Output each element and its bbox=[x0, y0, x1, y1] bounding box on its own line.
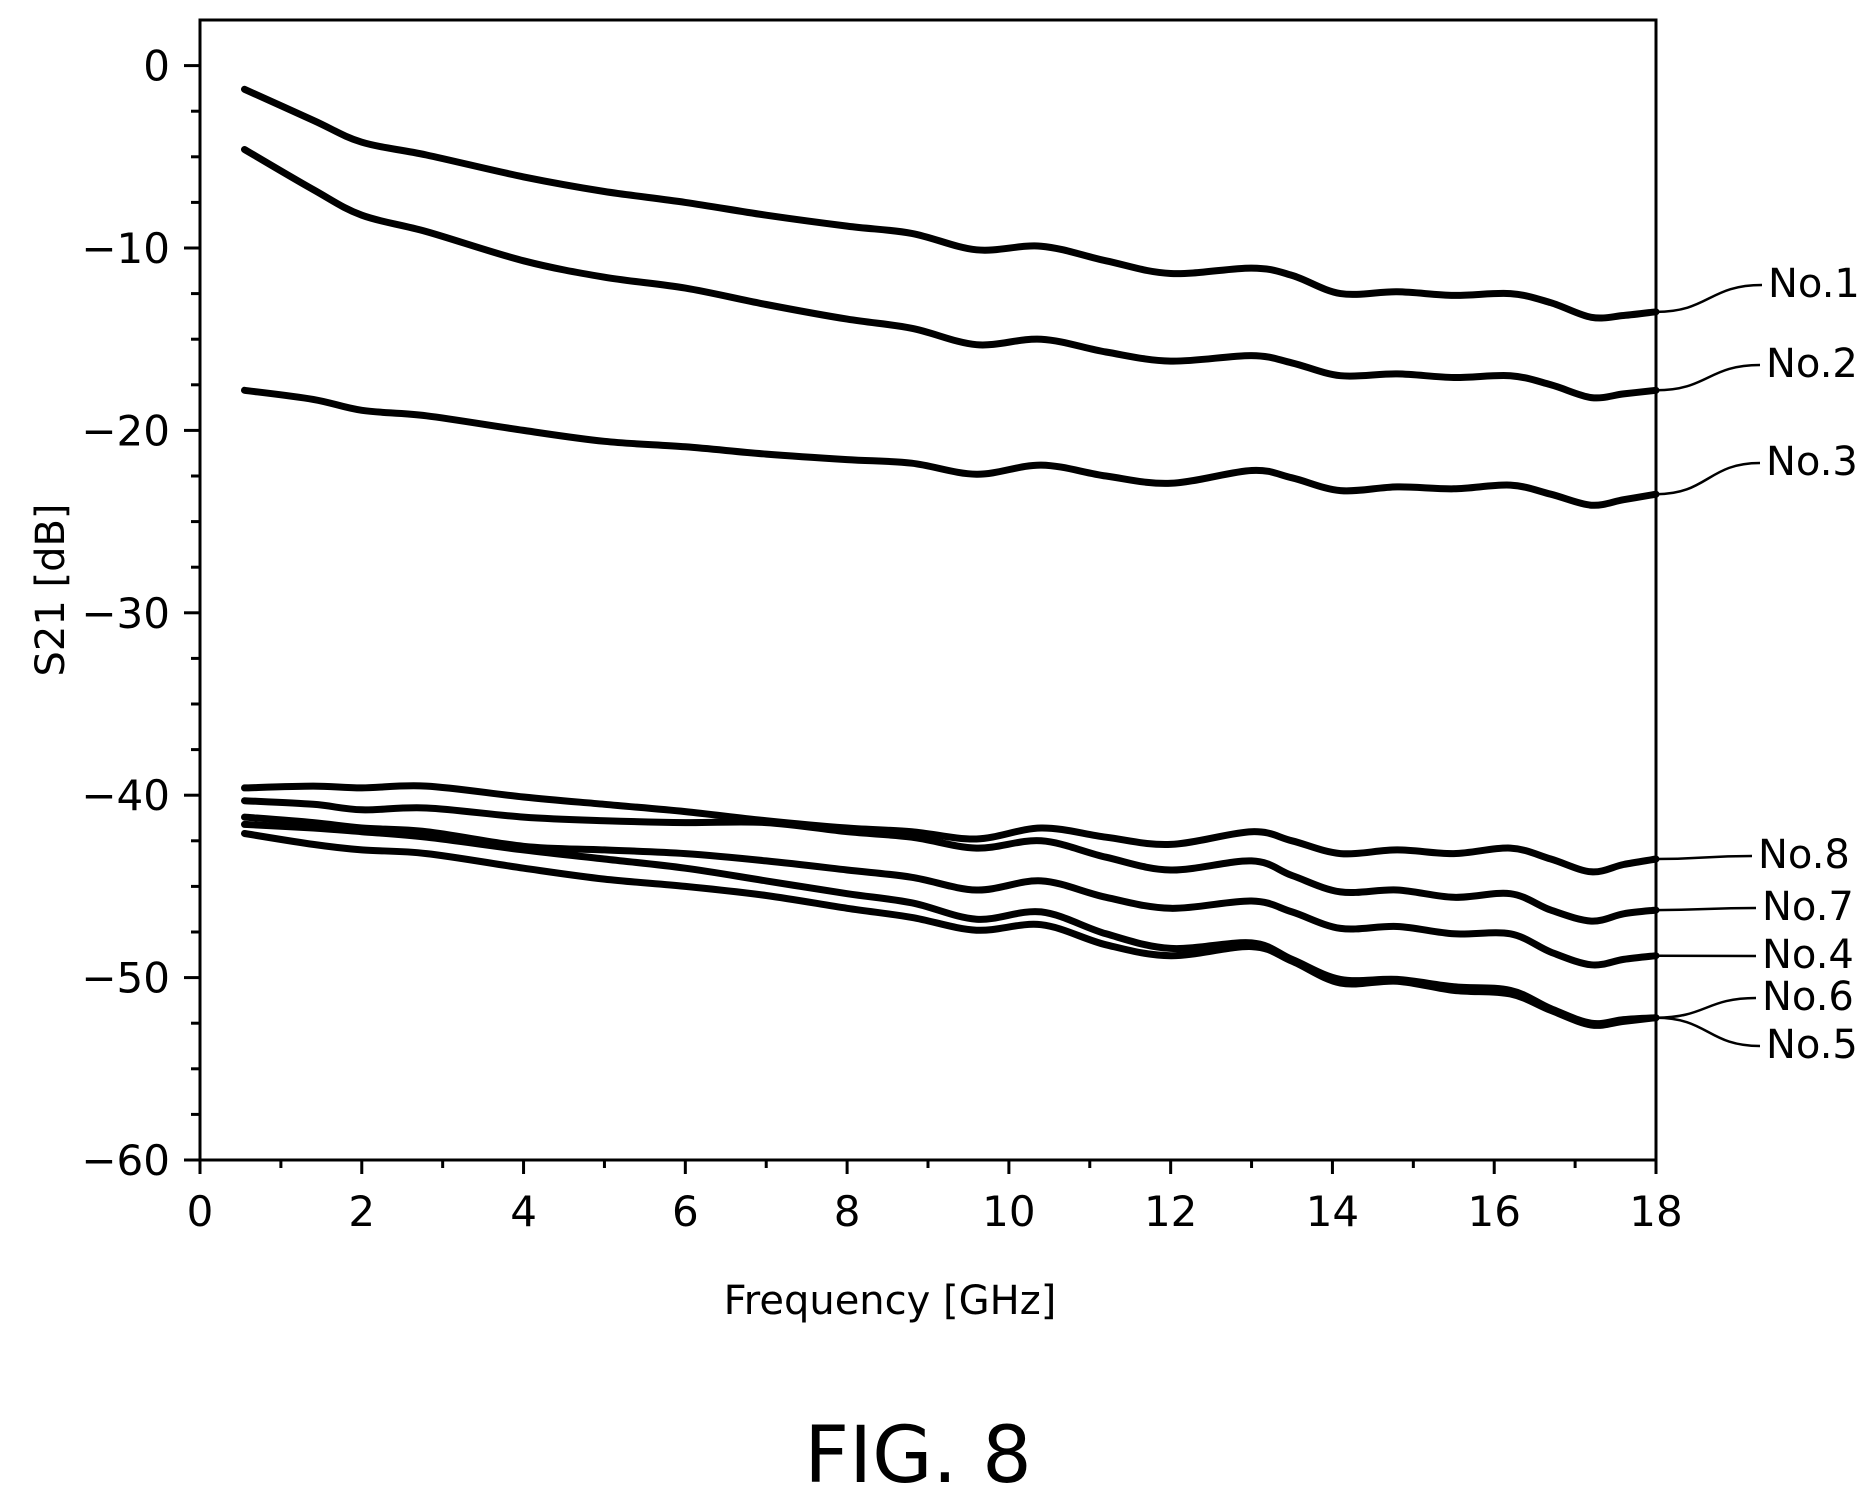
series-labels: No.1 No.2 No.3 No.8 No.7No.4No.6No.5 bbox=[1655, 261, 1860, 1068]
leader-line bbox=[1655, 363, 1761, 392]
y-tick-label: −50 bbox=[81, 954, 170, 1003]
y-tick-label: 0 bbox=[143, 42, 170, 91]
series-line-no6 bbox=[241, 820, 1660, 1028]
series-line-no1 bbox=[241, 85, 1660, 322]
series-label: No.1 bbox=[1768, 261, 1860, 307]
series-line-no2 bbox=[241, 146, 1660, 402]
x-tick-label: 16 bbox=[1467, 1187, 1520, 1236]
x-tick-label: 18 bbox=[1629, 1187, 1682, 1236]
leader-line bbox=[1655, 854, 1753, 861]
leader-line bbox=[1655, 461, 1761, 496]
series-label: No.5 bbox=[1766, 1022, 1858, 1068]
x-tick-label: 2 bbox=[348, 1187, 375, 1236]
x-tick-label: 4 bbox=[510, 1187, 537, 1236]
x-tick-label: 6 bbox=[672, 1187, 699, 1236]
x-tick-label: 8 bbox=[834, 1187, 861, 1236]
series-line-no3 bbox=[241, 386, 1660, 509]
series-line-no5 bbox=[241, 830, 1660, 1029]
x-tick-label: 14 bbox=[1306, 1187, 1359, 1236]
series-lines bbox=[241, 85, 1660, 1029]
series-label: No.8 bbox=[1758, 832, 1850, 878]
y-tick-label: −10 bbox=[81, 224, 170, 273]
leader-line bbox=[1655, 283, 1763, 314]
series-label: No.4 bbox=[1762, 932, 1854, 978]
y-axis-label: S21 [dB] bbox=[28, 503, 74, 676]
figure-caption: FIG. 8 bbox=[804, 1411, 1032, 1496]
leader-line bbox=[1655, 1016, 1761, 1048]
x-tick-label: 0 bbox=[187, 1187, 214, 1236]
series-line-no7 bbox=[241, 797, 1660, 925]
series-label: No.7 bbox=[1762, 884, 1854, 930]
series-line-no4 bbox=[241, 813, 1660, 969]
y-tick-label: −40 bbox=[81, 771, 170, 820]
x-tick-label: 12 bbox=[1144, 1187, 1197, 1236]
leader-line bbox=[1655, 906, 1757, 912]
series-label: No.2 bbox=[1766, 341, 1858, 387]
axes: 0 2 4 6 8 10 12 14 16 18 0 −10 −20 −30 −40 −50 −60 bbox=[81, 42, 1682, 1236]
x-tick-label: 10 bbox=[982, 1187, 1035, 1236]
series-label: No.6 bbox=[1762, 974, 1854, 1020]
leader-line bbox=[1655, 996, 1757, 1019]
y-tick-label: −30 bbox=[81, 589, 170, 638]
series-line-no8 bbox=[241, 782, 1660, 876]
y-tick-label: −60 bbox=[81, 1136, 170, 1185]
series-label: No.3 bbox=[1766, 439, 1858, 485]
x-axis-label: Frequency [GHz] bbox=[724, 1278, 1057, 1324]
y-tick-label: −20 bbox=[81, 406, 170, 455]
